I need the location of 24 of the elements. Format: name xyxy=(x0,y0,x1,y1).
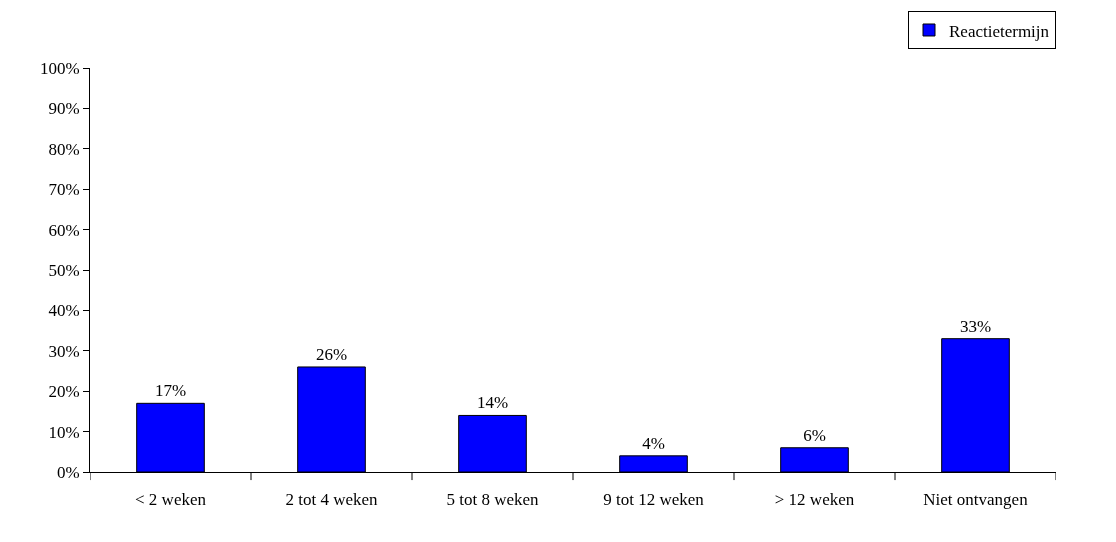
y-tick-label: 10% xyxy=(48,422,80,442)
y-tick-label: 40% xyxy=(48,301,80,321)
y-tick-label: 0% xyxy=(56,462,80,482)
data-label: 4% xyxy=(642,433,665,453)
x-tick-label: 5 tot 8 weken xyxy=(446,490,540,510)
y-tick-label: 50% xyxy=(48,260,80,280)
y-tick-label: 20% xyxy=(48,382,80,402)
y-tick-label: 30% xyxy=(48,341,80,361)
y-tick-label: 90% xyxy=(48,99,80,119)
data-label: 26% xyxy=(315,344,348,364)
legend-label: Reactietermijn xyxy=(949,21,1050,41)
y-tick-label: 100% xyxy=(39,58,80,78)
y-tick-label: 70% xyxy=(48,180,80,200)
x-tick-label: < 2 weken xyxy=(135,490,207,510)
data-label: 17% xyxy=(154,381,187,401)
x-tick-label: > 12 weken xyxy=(774,490,855,510)
data-label: 6% xyxy=(803,425,826,445)
data-label: 33% xyxy=(959,316,992,336)
y-tick-label: 60% xyxy=(48,220,80,240)
x-tick-label: 9 tot 12 weken xyxy=(603,490,705,510)
data-label: 14% xyxy=(476,393,509,413)
y-tick-label: 80% xyxy=(48,139,80,159)
x-tick-label: 2 tot 4 weken xyxy=(285,490,379,510)
x-tick-label: Niet ontvangen xyxy=(923,490,1029,510)
